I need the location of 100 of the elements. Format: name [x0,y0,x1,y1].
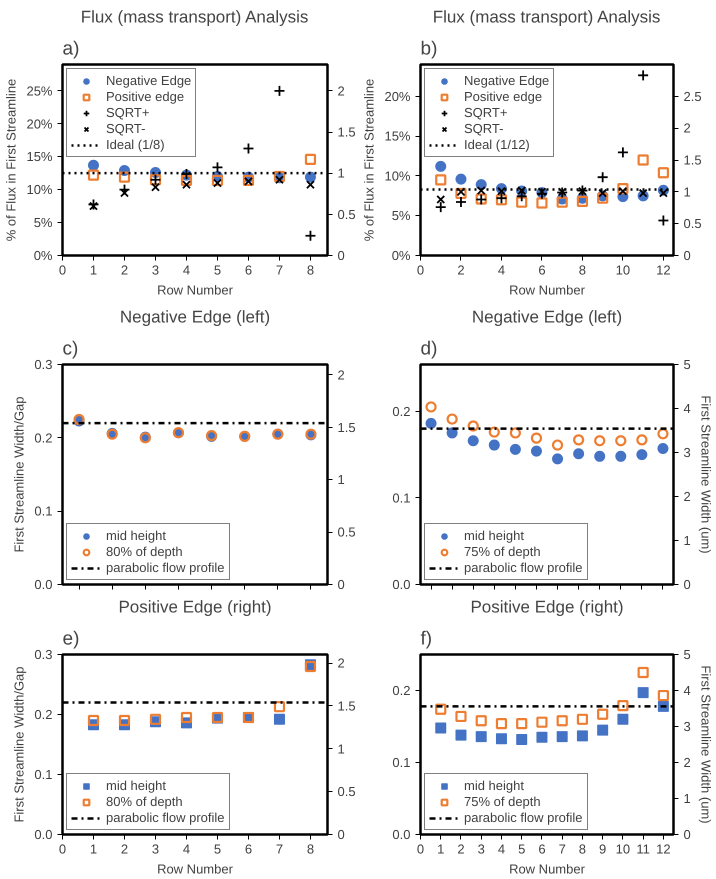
legend-label: Ideal (1/12) [464,137,530,152]
legend-label: 80% of depth [106,544,183,559]
legend-label: Positive edge [106,89,184,104]
y2-tick-label: 4 [684,683,691,698]
y-tick-label: 0.3 [34,647,53,662]
y2-tick-label: 2 [684,489,691,504]
legend-label: parabolic flow profile [106,560,225,575]
x-tick-label: 2 [120,262,128,278]
x-tick-label: 2 [457,842,465,856]
y-tick-label: 25% [26,83,53,98]
y-tick-label: 15% [384,128,411,144]
x-tick-label: 5 [214,262,222,278]
y2-tick-label: 1.5 [338,698,356,714]
y-tick-label: 0.2 [34,430,53,446]
y-axis-title: First Streamline Width/Gap [11,396,26,553]
x-tick-label: 4 [182,262,190,278]
x-axis-title: Row Number [157,282,234,298]
x-tick-label: 1 [90,262,98,278]
y-tick-label: 0.1 [34,504,53,519]
y2-axis-title: First Streamline Width (um) [698,395,714,554]
legend-label: mid height [464,528,524,543]
x-tick-label: 11 [636,842,650,856]
text: a) [62,38,80,60]
x-tick-label: 7 [558,842,566,856]
x-tick-label: 0 [416,842,424,856]
y2-tick-label: 0.5 [338,784,356,800]
y-axis-title: % of Flux in First Streamline [3,78,18,242]
y2-tick-label: 3 [684,445,691,460]
y-tick-label: 0.0 [34,577,53,592]
chart-title: Positive Edge (right) [118,598,272,616]
chart-title: Negative Edge (left) [120,308,270,326]
y2-tick-label: 2 [338,367,345,382]
legend-label: 80% of depth [106,794,183,809]
x-tick-label: 7 [276,262,284,278]
y2-tick-label: 1.5 [338,124,356,140]
legend-label: parabolic flow profile [106,810,225,825]
y-tick-label: 20% [384,88,411,104]
y-tick-label: 0.2 [34,707,53,722]
y2-tick-label: 0 [684,248,691,263]
legend-label: 75% of depth [464,794,541,809]
legend-label: SQRT- [464,121,504,136]
y2-tick-label: 1 [684,791,691,806]
x-tick-label: 1 [90,842,98,856]
legend-label: Negative Edge [464,73,550,88]
x-tick-label: 3 [152,842,160,856]
y-tick-label: 0.2 [392,683,411,698]
x-tick-label: 8 [306,842,314,856]
text: c) [62,338,78,360]
text: b) [420,38,438,60]
y2-tick-label: 1 [338,741,345,756]
x-tick-label: 6 [244,262,252,278]
x-tick-label: 0 [58,262,66,278]
y-tick-label: 0.0 [34,827,53,842]
y2-tick-label: 1 [338,472,345,488]
y2-tick-label: 2.5 [684,88,702,104]
legend-label: parabolic flow profile [464,560,583,575]
x-tick-label: 10 [616,842,630,856]
y2-tick-label: 0 [338,577,345,592]
y-tick-label: 20% [26,116,53,132]
x-tick-label: 12 [656,262,671,278]
legend-label: Negative Edge [106,73,192,88]
x-tick-label: 3 [478,842,485,856]
x-tick-label: 6 [244,842,252,856]
y2-tick-label: 2 [338,656,345,671]
y-tick-label: 0.2 [392,404,411,419]
x-tick-label: 10 [616,262,630,278]
y2-tick-label: 4 [684,401,691,416]
y2-tick-label: 2 [684,755,691,770]
y2-tick-label: 1 [684,184,691,200]
x-tick-label: 8 [306,262,314,278]
y2-tick-label: 5 [684,357,691,372]
legend-label: Ideal (1/8) [106,137,165,152]
y-tick-label: 0.0 [392,577,411,592]
y-tick-label: 15% [26,149,53,164]
x-tick-label: 5 [518,842,526,856]
legend-label: Positive edge [464,89,542,104]
y-axis-title: First Streamline Width/Gap [11,666,26,823]
y2-tick-label: 1 [338,166,345,181]
y2-tick-label: 0.5 [684,216,702,232]
x-tick-label: 3 [152,262,160,278]
y2-tick-label: 0 [684,827,691,842]
legend-label: mid height [464,778,524,793]
legend-label: SQRT- [106,121,146,136]
x-tick-label: 2 [120,842,128,856]
x-tick-label: 0 [58,842,66,856]
text: e) [62,628,80,650]
x-tick-label: 8 [578,842,586,856]
x-tick-label: 7 [276,842,284,856]
x-tick-label: 0 [416,262,424,278]
y2-tick-label: 2 [338,83,345,98]
chart-title: Positive Edge (right) [470,598,624,616]
x-tick-label: 8 [578,262,586,278]
legend-label: SQRT+ [106,105,150,120]
y2-tick-label: 3 [684,719,691,734]
x-tick-label: 6 [538,262,546,278]
y2-tick-label: 0 [338,827,345,842]
y2-tick-label: 1.5 [338,420,356,435]
y2-tick-label: 1.5 [684,152,702,168]
y-tick-label: 5% [34,215,53,230]
y2-tick-label: 2 [684,120,691,136]
